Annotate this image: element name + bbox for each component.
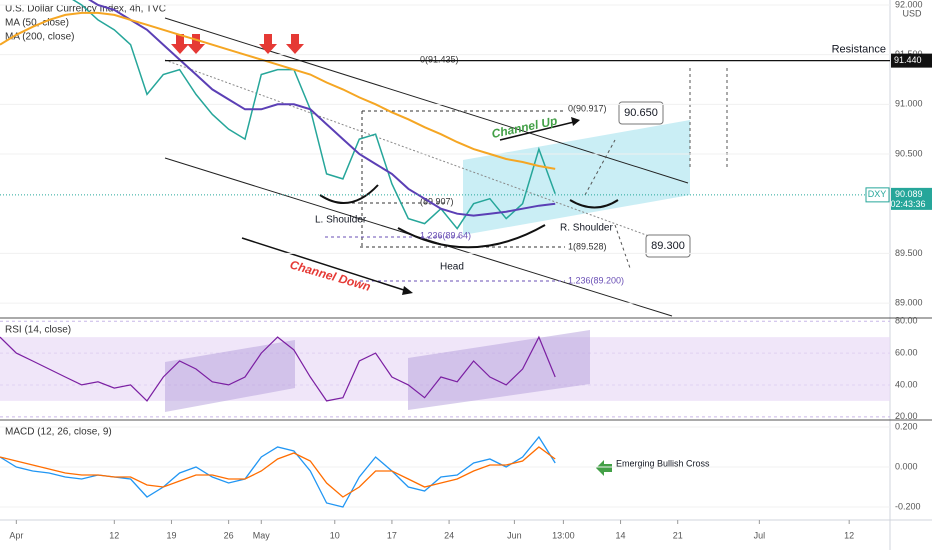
series-line [0, 11, 556, 170]
y-tick-label: 89.000 [895, 297, 923, 307]
fib-label: (89.907) [420, 196, 454, 206]
x-tick-label: 10 [330, 530, 340, 540]
price-tag [891, 53, 932, 68]
target-box [645, 234, 691, 258]
y-tick-label: 60.00 [895, 347, 918, 357]
target-label: 89.300 [651, 240, 685, 252]
price-tag-label: 90.089 [895, 189, 923, 199]
x-tick-label: 14 [616, 530, 626, 540]
x-tick-label: 21 [673, 530, 683, 540]
symbol-tag [865, 187, 890, 203]
fib-label: 1(89.528) [568, 241, 607, 251]
pane-title: RSI (14, close) [5, 325, 71, 336]
fib-label: 0(90.917) [568, 103, 607, 113]
pane [0, 435, 556, 508]
y-tick-label: 40.00 [895, 379, 918, 389]
x-tick-label: 12 [844, 530, 854, 540]
y-tick-label: 90.500 [895, 148, 923, 158]
y-tick-label: 80.00 [895, 316, 918, 326]
red-arrows [171, 34, 304, 54]
price-tag-label: 91.440 [894, 55, 922, 65]
pane [0, 330, 890, 412]
countdown: 02:43:36 [890, 199, 925, 209]
projection [584, 139, 616, 196]
cross-arrow [596, 460, 612, 476]
pattern-label: L. Shoulder [315, 215, 367, 226]
fib-label: 1.236(89.200) [568, 275, 624, 285]
arrow [241, 237, 411, 293]
x-tick-label: 26 [224, 530, 234, 540]
series-line [0, 446, 556, 498]
pane [0, 0, 556, 230]
arrow-head [571, 117, 580, 126]
symbol-label: DXY [868, 189, 887, 199]
target-box [618, 101, 664, 125]
channel-label: Channel Up [490, 113, 558, 141]
target-label: 90.650 [624, 107, 658, 119]
series-line [0, 435, 556, 508]
series-line [87, 0, 556, 217]
shoulder-arc [569, 199, 619, 209]
x-tick-label: 24 [444, 530, 454, 540]
x-tick-label: Apr [9, 530, 23, 540]
x-tick-label: 17 [387, 530, 397, 540]
y-tick-label: 89.500 [895, 248, 923, 258]
y-tick-label: -0.200 [895, 501, 921, 511]
series-line [72, 0, 556, 230]
x-tick-label: May [253, 530, 271, 540]
pane-title: MACD (12, 26, close, 9) [5, 427, 112, 438]
x-tick-label: 13:00 [552, 530, 575, 540]
y-tick-label: 0.000 [895, 461, 918, 471]
y-tick-label: 92.000 [895, 0, 923, 9]
price-tag [891, 187, 932, 210]
resistance-label: Resistance [832, 44, 886, 56]
legend-entry: MA (50, close) [5, 18, 69, 29]
series-line [0, 335, 556, 402]
projection [614, 224, 631, 269]
legend-entry: MA (200, close) [5, 32, 74, 43]
y-tick-label: 91.000 [895, 99, 923, 109]
arrow-head [402, 286, 413, 295]
rsi-channel [165, 340, 295, 412]
x-tick-label: 19 [166, 530, 176, 540]
channel-line [164, 17, 689, 184]
fib-label: 1.236(89.64) [420, 230, 471, 240]
y-tick-label: 0.200 [895, 421, 918, 431]
x-tick-label: 12 [109, 530, 119, 540]
shoulder-arc [319, 184, 379, 204]
x-tick-label: Jun [507, 530, 522, 540]
macd-annotation: Emerging Bullish Cross [616, 458, 710, 468]
fib-label: 0(91.435) [420, 54, 459, 64]
pattern-label: Head [440, 262, 464, 273]
pattern-label: R. Shoulder [560, 223, 613, 234]
y-tick-label: 20.00 [895, 411, 918, 421]
head-arc [397, 224, 546, 249]
currency: USD [902, 8, 922, 18]
x-tick-label: Jul [754, 530, 766, 540]
arrow [499, 120, 579, 141]
